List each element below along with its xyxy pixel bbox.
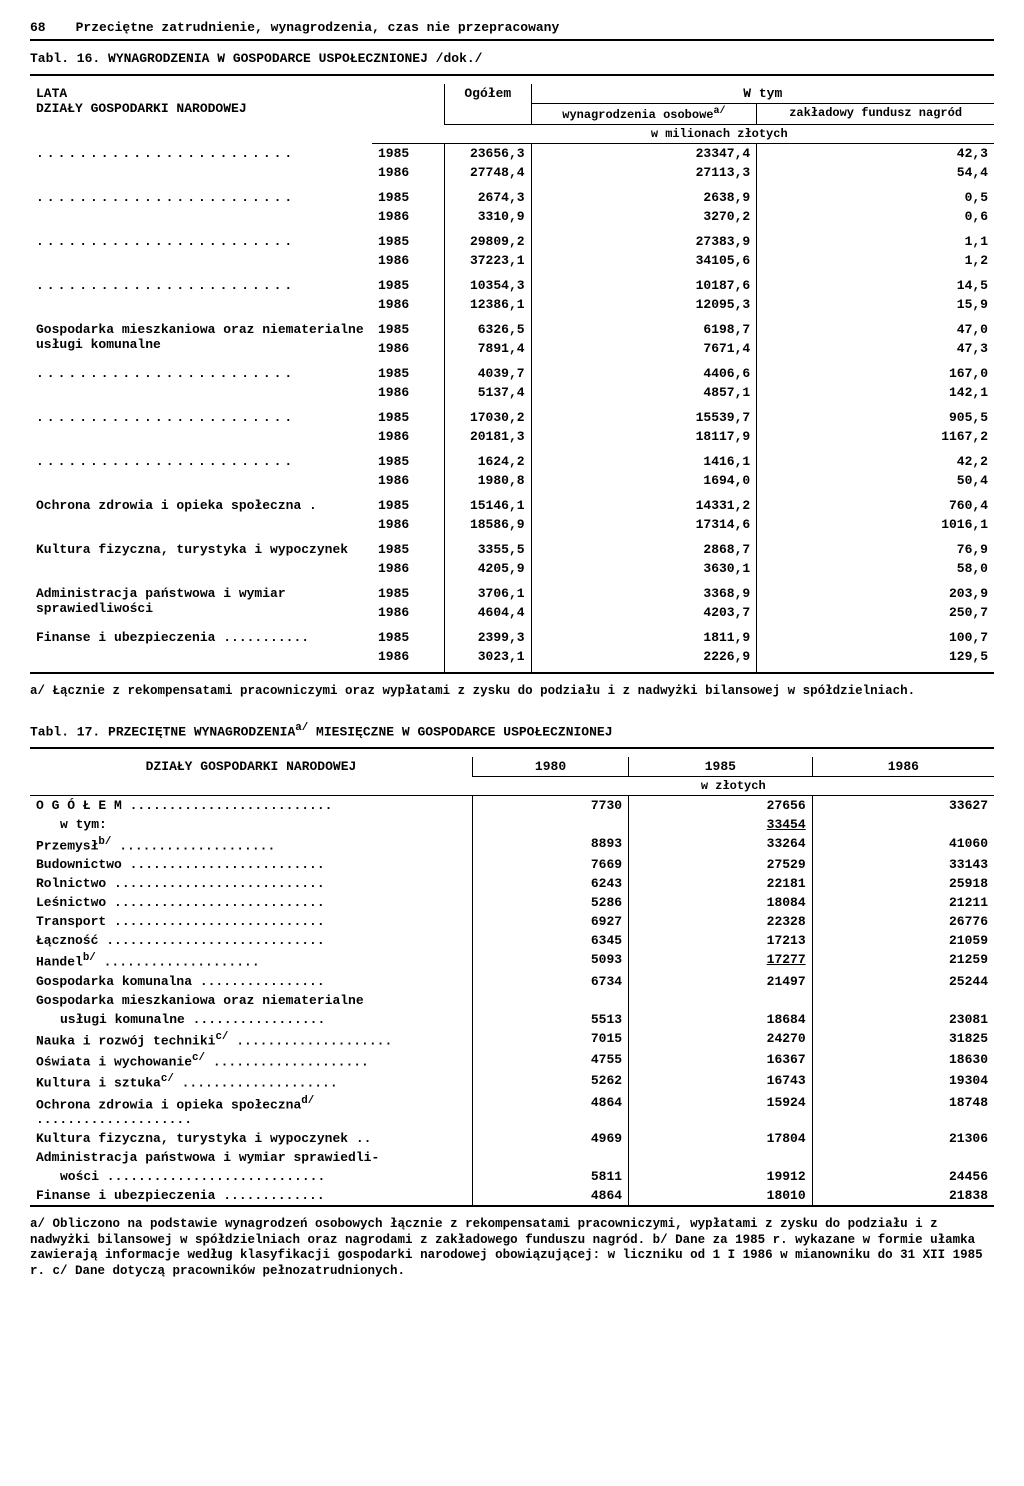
col-years-blank bbox=[372, 84, 445, 125]
table-row: Budownictwo .........................766… bbox=[30, 855, 994, 874]
row-label: Administracja państwowa i wymiar sprawie… bbox=[30, 584, 372, 628]
col-ogolem: Ogółem bbox=[445, 84, 532, 125]
col-lata-dzialy: LATA DZIAŁY GOSPODARKI NARODOWEJ bbox=[30, 84, 372, 144]
row-label: Administracja państwowa i wymiar sprawie… bbox=[30, 1148, 473, 1167]
table-row: Przemysłb/ ....................889333264… bbox=[30, 834, 994, 855]
table-row: ........................198510354,310187… bbox=[30, 276, 994, 295]
row-label: Gospodarka mieszkaniowa oraz niematerial… bbox=[30, 991, 473, 1010]
table-row: ........................198517030,215539… bbox=[30, 408, 994, 427]
unit-row: w milionach złotych bbox=[445, 125, 995, 144]
table-row: Gospodarka komunalna ................673… bbox=[30, 972, 994, 991]
row-label: O G Ó Ł E M .......................... bbox=[30, 795, 473, 815]
row-label: Oświata i wychowaniec/ .................… bbox=[30, 1050, 473, 1071]
row-label: Przemysłb/ .................... bbox=[30, 834, 473, 855]
col-wtym: W tym bbox=[531, 84, 994, 104]
table-row: Administracja państwowa i wymiar sprawie… bbox=[30, 1148, 994, 1167]
row-label: Finanse i ubezpieczenia ........... bbox=[30, 628, 372, 673]
table-row: ........................19852674,32638,9… bbox=[30, 188, 994, 207]
col-1986: 1986 bbox=[812, 757, 994, 777]
row-label: Rolnictwo ........................... bbox=[30, 874, 473, 893]
row-label: Gospodarka komunalna ................ bbox=[30, 972, 473, 991]
col-wynagrodzenia: wynagrodzenia osobowea/ bbox=[531, 104, 757, 125]
col-fundusz: zakładowy fundusz nagród bbox=[757, 104, 994, 125]
row-label: Handelb/ .................... bbox=[30, 950, 473, 971]
row-label: ........................ bbox=[30, 452, 372, 496]
row-label: Gospodarka mieszkaniowa oraz niematerial… bbox=[30, 320, 372, 364]
row-label: Łączność ............................ bbox=[30, 931, 473, 950]
row-label: ........................ bbox=[30, 144, 372, 189]
table-row: Transport ...........................692… bbox=[30, 912, 994, 931]
table-row: ........................19851624,21416,1… bbox=[30, 452, 994, 471]
table-row: ........................198523656,323347… bbox=[30, 144, 994, 164]
table17-caption: Tabl. 17. PRZECIĘTNE WYNAGRODZENIAa/ MIE… bbox=[30, 722, 994, 739]
col-dzialy17: DZIAŁY GOSPODARKI NARODOWEJ bbox=[30, 757, 473, 796]
table-row: Finanse i ubezpieczenia ...........19852… bbox=[30, 628, 994, 647]
unit-row17: w złotych bbox=[473, 776, 995, 795]
row-label: Kultura i sztukac/ .................... bbox=[30, 1071, 473, 1092]
table-row: ........................19854039,74406,6… bbox=[30, 364, 994, 383]
row-label: ........................ bbox=[30, 188, 372, 232]
table-row: Łączność ............................634… bbox=[30, 931, 994, 950]
table16-footnote: a/ Łącznie z rekompensatami pracowniczym… bbox=[30, 684, 994, 700]
row-label: Budownictwo ......................... bbox=[30, 855, 473, 874]
col-1985: 1985 bbox=[629, 757, 813, 777]
page-header: 68 Przeciętne zatrudnienie, wynagrodzeni… bbox=[30, 20, 994, 41]
table-row: O G Ó Ł E M ..........................77… bbox=[30, 795, 994, 815]
table-row: Gospodarka mieszkaniowa oraz niematerial… bbox=[30, 991, 994, 1010]
table17: DZIAŁY GOSPODARKI NARODOWEJ 1980 1985 19… bbox=[30, 757, 994, 1207]
table-row: Leśnictwo ...........................528… bbox=[30, 893, 994, 912]
row-label: Kultura fizyczna, turystyka i wypoczynek bbox=[30, 540, 372, 584]
table-row: Finanse i ubezpieczenia .............486… bbox=[30, 1186, 994, 1206]
rule bbox=[30, 747, 994, 749]
table-row: Kultura fizyczna, turystyka i wypoczynek… bbox=[30, 540, 994, 559]
row-label: Transport ........................... bbox=[30, 912, 473, 931]
col-1980: 1980 bbox=[473, 757, 629, 777]
row-label: ........................ bbox=[30, 276, 372, 320]
header-title: Przeciętne zatrudnienie, wynagrodzenia, … bbox=[76, 20, 560, 35]
table-row: Gospodarka mieszkaniowa oraz niematerial… bbox=[30, 320, 994, 339]
table-row: Kultura fizyczna, turystyka i wypoczynek… bbox=[30, 1129, 994, 1148]
table-row: Ochrona zdrowia i opieka społecznad/ ...… bbox=[30, 1093, 994, 1129]
table17-footnote: a/ Obliczono na podstawie wynagrodzeń os… bbox=[30, 1217, 994, 1280]
table-row: Kultura i sztukac/ ....................5… bbox=[30, 1071, 994, 1092]
table-row: Handelb/ ....................50931727721… bbox=[30, 950, 994, 971]
row-label: ........................ bbox=[30, 408, 372, 452]
row-label: Leśnictwo ........................... bbox=[30, 893, 473, 912]
row-label: Finanse i ubezpieczenia ............. bbox=[30, 1186, 473, 1206]
table-row: ........................198529809,227383… bbox=[30, 232, 994, 251]
page-number: 68 bbox=[30, 20, 46, 35]
row-label: ........................ bbox=[30, 364, 372, 408]
table-row: Ochrona zdrowia i opieka społeczna .1985… bbox=[30, 496, 994, 515]
table-row: Rolnictwo ...........................624… bbox=[30, 874, 994, 893]
row-label: Ochrona zdrowia i opieka społecznad/ ...… bbox=[30, 1093, 473, 1129]
table-row: Oświata i wychowaniec/ .................… bbox=[30, 1050, 994, 1071]
row-label: Nauka i rozwój technikic/ ..............… bbox=[30, 1029, 473, 1050]
rule bbox=[30, 74, 994, 76]
table-row: Nauka i rozwój technikic/ ..............… bbox=[30, 1029, 994, 1050]
table-row: Administracja państwowa i wymiar sprawie… bbox=[30, 584, 994, 603]
table16: LATA DZIAŁY GOSPODARKI NARODOWEJ Ogółem … bbox=[30, 84, 994, 674]
row-label: ........................ bbox=[30, 232, 372, 276]
row-label: Ochrona zdrowia i opieka społeczna . bbox=[30, 496, 372, 540]
row-label: Kultura fizyczna, turystyka i wypoczynek… bbox=[30, 1129, 473, 1148]
table16-caption: Tabl. 16. WYNAGRODZENIA W GOSPODARCE USP… bbox=[30, 51, 994, 66]
